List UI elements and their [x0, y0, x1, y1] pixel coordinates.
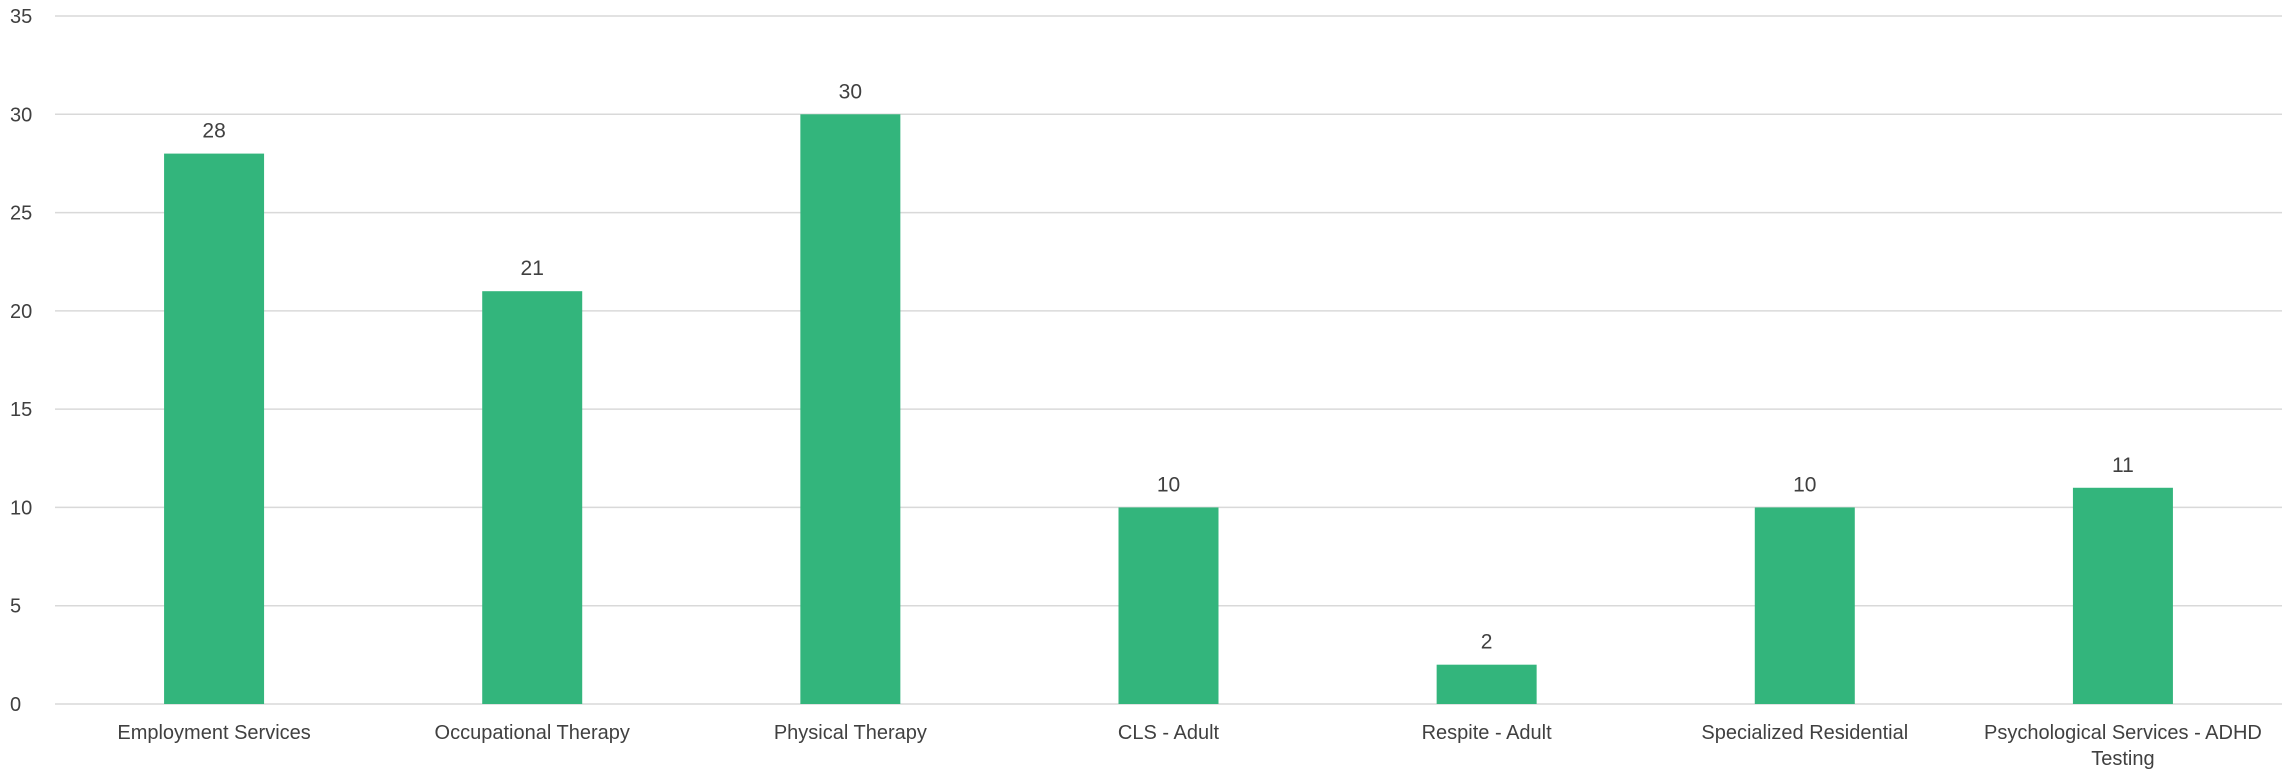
bar [1118, 507, 1219, 704]
y-tick-label: 35 [10, 6, 32, 28]
data-label: 21 [521, 257, 544, 280]
y-tick-label: 30 [10, 104, 32, 126]
x-tick-label: Respite - Adult [1422, 722, 1553, 744]
y-tick-label: 0 [10, 694, 21, 716]
bar [482, 291, 583, 704]
y-tick-label: 25 [10, 203, 32, 225]
bar [800, 114, 901, 705]
x-tick-label: CLS - Adult [1118, 722, 1220, 744]
data-label: 10 [1157, 473, 1180, 496]
y-tick-label: 5 [10, 596, 21, 618]
x-tick-label: Psychological Services - ADHD Testing [1984, 722, 2262, 770]
x-tick-label: Specialized Residential [1701, 722, 1908, 744]
bars [164, 114, 2173, 705]
data-label: 11 [2112, 454, 2134, 477]
y-axis-ticks: 0 5 10 15 20 25 30 35 [10, 6, 32, 716]
x-axis-ticks: Employment Services Occupational Therapy P… [117, 722, 2261, 770]
data-label: 30 [839, 80, 862, 103]
bar [164, 153, 265, 705]
y-tick-label: 20 [10, 301, 32, 323]
x-tick-label: Physical Therapy [774, 722, 927, 744]
data-label: 10 [1793, 473, 1816, 496]
data-labels: 28 21 30 10 2 10 11 [202, 80, 2133, 653]
bar [1436, 664, 1537, 704]
bar [2072, 487, 2173, 704]
data-label: 28 [202, 120, 225, 143]
x-tick-label: Employment Services [117, 722, 310, 744]
y-tick-label: 10 [10, 497, 32, 519]
bar [1754, 507, 1855, 704]
data-label: 2 [1481, 631, 1493, 654]
x-tick-label: Occupational Therapy [435, 722, 630, 744]
y-tick-label: 15 [10, 399, 32, 421]
